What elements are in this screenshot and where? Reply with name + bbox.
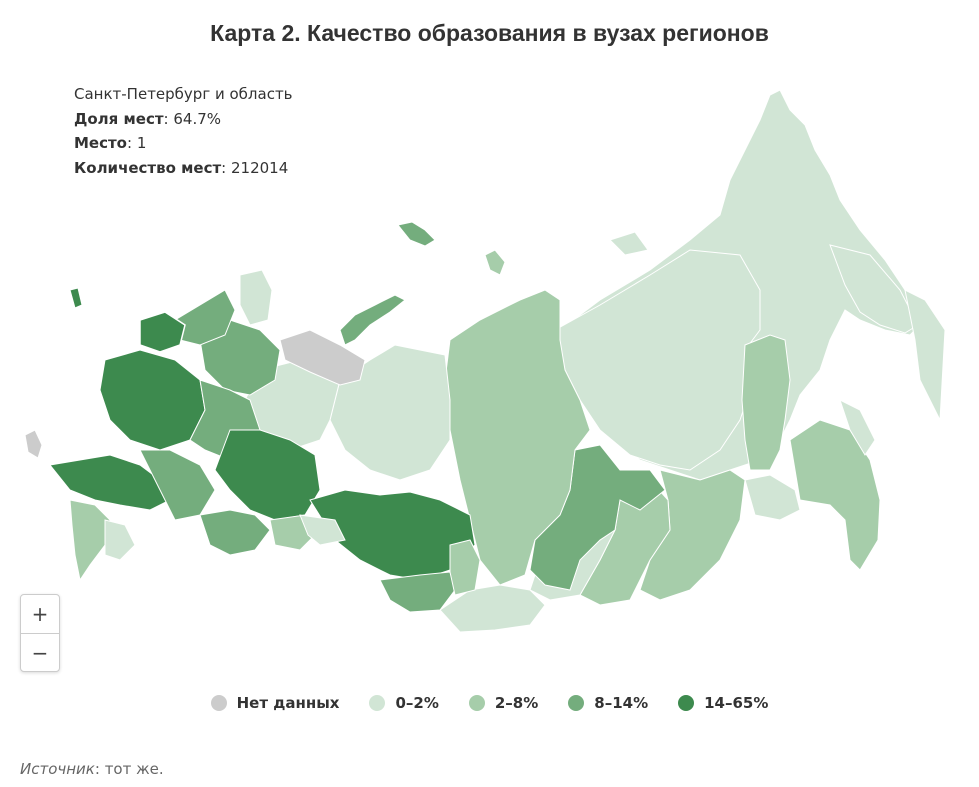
region-orenburg[interactable] — [199, 509, 271, 556]
count-label: Количество мест — [74, 158, 222, 177]
region-arkhangelsk[interactable] — [199, 319, 281, 396]
region-name: Санкт-Петербург и область — [74, 85, 293, 103]
region-jewish-ao[interactable] — [744, 474, 801, 521]
share-row: Доля мест: 64.7% — [74, 107, 293, 132]
region-khabarovsk[interactable] — [741, 334, 791, 471]
map-legend: Нет данных 0–2% 2–8% 8–14% 14–65% — [0, 694, 979, 712]
legend-label: Нет данных — [236, 694, 340, 712]
share-value: : 64.7% — [163, 109, 222, 128]
legend-label: 8–14% — [594, 694, 649, 712]
legend-label: 0–2% — [395, 694, 439, 712]
region-yakutia[interactable] — [554, 249, 761, 471]
share-label: Доля мест — [74, 109, 164, 128]
region-kamchatka[interactable] — [829, 244, 919, 334]
region-kaliningrad[interactable] — [69, 287, 83, 309]
region-dagestan[interactable] — [104, 519, 136, 561]
rank-row: Место: 1 — [74, 131, 293, 156]
count-row: Количество мест: 212014 — [74, 156, 293, 181]
region-nenets[interactable] — [279, 329, 366, 386]
region-north-islands[interactable] — [609, 231, 649, 256]
region-tyva[interactable] — [439, 584, 546, 633]
legend-label: 14–65% — [704, 694, 769, 712]
region-caucasus[interactable] — [69, 499, 111, 582]
zoom-in-button[interactable]: + — [31, 602, 49, 626]
source-note: Источник: тот же. — [20, 760, 164, 778]
legend-item-14-65[interactable]: 14–65% — [678, 694, 768, 712]
legend-swatch — [210, 695, 227, 711]
rank-value: : 1 — [127, 134, 147, 152]
rank-label: Место — [74, 134, 127, 152]
zoom-out-button[interactable]: − — [21, 633, 59, 672]
region-novosibirsk[interactable] — [309, 489, 476, 581]
region-novaya-zemlya[interactable] — [339, 294, 406, 346]
region-crimea[interactable] — [24, 429, 43, 459]
region-kemerovo[interactable] — [449, 539, 481, 596]
region-kurgan[interactable] — [299, 514, 346, 546]
legend-swatch — [369, 695, 386, 711]
region-central[interactable] — [99, 349, 206, 451]
region-sakhalin[interactable] — [839, 399, 876, 456]
legend-item-no-data[interactable]: Нет данных — [210, 694, 340, 712]
region-info-panel: Санкт-Петербург и область Доля мест: 64.… — [74, 82, 293, 180]
count-value: : 212014 — [221, 158, 289, 177]
region-karelia[interactable] — [174, 289, 236, 346]
legend-item-0-2[interactable]: 0–2% — [369, 694, 439, 712]
region-leningrad[interactable] — [139, 311, 186, 353]
legend-item-2-8[interactable]: 2–8% — [468, 694, 539, 712]
legend-swatch — [678, 695, 695, 711]
source-label: Источник — [20, 760, 95, 778]
region-murmansk[interactable] — [239, 269, 273, 326]
region-taymyr-islands[interactable] — [484, 249, 506, 276]
legend-label: 2–8% — [494, 694, 539, 712]
region-krasnoyarsk[interactable] — [444, 289, 591, 586]
source-text: : тот же. — [94, 760, 164, 778]
zoom-control: + − — [20, 594, 60, 672]
legend-swatch — [468, 695, 485, 711]
legend-swatch — [568, 695, 585, 711]
map-title: Карта 2. Качество образования в вузах ре… — [210, 20, 769, 46]
legend-item-8-14[interactable]: 8–14% — [568, 694, 648, 712]
region-altai[interactable] — [379, 571, 456, 613]
region-franz-josef[interactable] — [397, 221, 436, 247]
region-chukotka-east[interactable] — [904, 289, 946, 422]
